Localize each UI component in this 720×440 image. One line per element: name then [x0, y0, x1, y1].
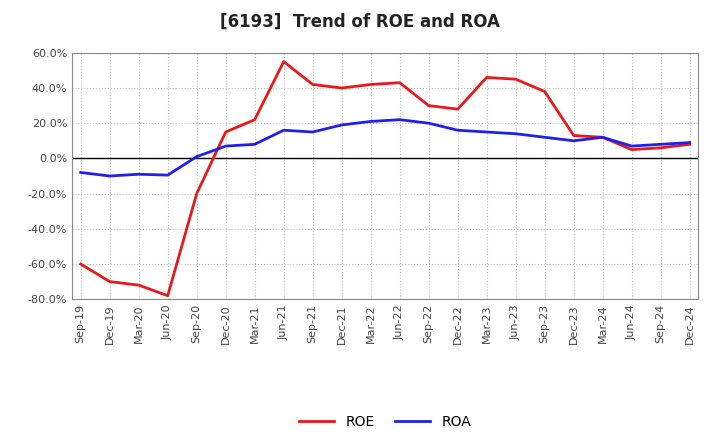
- ROE: [627, 147, 636, 152]
- ROA: [192, 154, 201, 159]
- ROA: [163, 172, 172, 178]
- ROA: [338, 122, 346, 128]
- ROA: [135, 172, 143, 177]
- ROE: [279, 59, 288, 64]
- ROE: [598, 135, 607, 140]
- ROE: [685, 142, 694, 147]
- ROA: [279, 128, 288, 133]
- ROA: [395, 117, 404, 122]
- ROA: [251, 142, 259, 147]
- ROE: [221, 129, 230, 135]
- ROE: [570, 133, 578, 138]
- ROA: [424, 121, 433, 126]
- ROE: [192, 191, 201, 196]
- ROE: [424, 103, 433, 108]
- ROA: [308, 129, 317, 135]
- ROA: [627, 143, 636, 149]
- ROE: [657, 145, 665, 150]
- ROA: [105, 173, 114, 179]
- ROA: [511, 131, 520, 136]
- ROE: [454, 106, 462, 112]
- Text: [6193]  Trend of ROE and ROA: [6193] Trend of ROE and ROA: [220, 13, 500, 31]
- ROA: [685, 140, 694, 145]
- Line: ROA: ROA: [81, 120, 690, 176]
- ROE: [105, 279, 114, 284]
- Legend: ROE, ROA: ROE, ROA: [294, 410, 477, 435]
- ROA: [541, 135, 549, 140]
- ROA: [76, 170, 85, 175]
- ROA: [366, 119, 375, 124]
- ROE: [163, 293, 172, 298]
- ROA: [657, 142, 665, 147]
- ROA: [598, 135, 607, 140]
- ROE: [76, 261, 85, 267]
- ROE: [541, 89, 549, 94]
- ROA: [482, 129, 491, 135]
- ROE: [395, 80, 404, 85]
- ROE: [366, 82, 375, 87]
- ROE: [308, 82, 317, 87]
- ROA: [221, 143, 230, 149]
- Line: ROE: ROE: [81, 62, 690, 296]
- ROE: [511, 77, 520, 82]
- ROE: [482, 75, 491, 80]
- ROE: [251, 117, 259, 122]
- ROE: [135, 282, 143, 288]
- ROE: [338, 85, 346, 91]
- ROA: [570, 138, 578, 143]
- ROA: [454, 128, 462, 133]
